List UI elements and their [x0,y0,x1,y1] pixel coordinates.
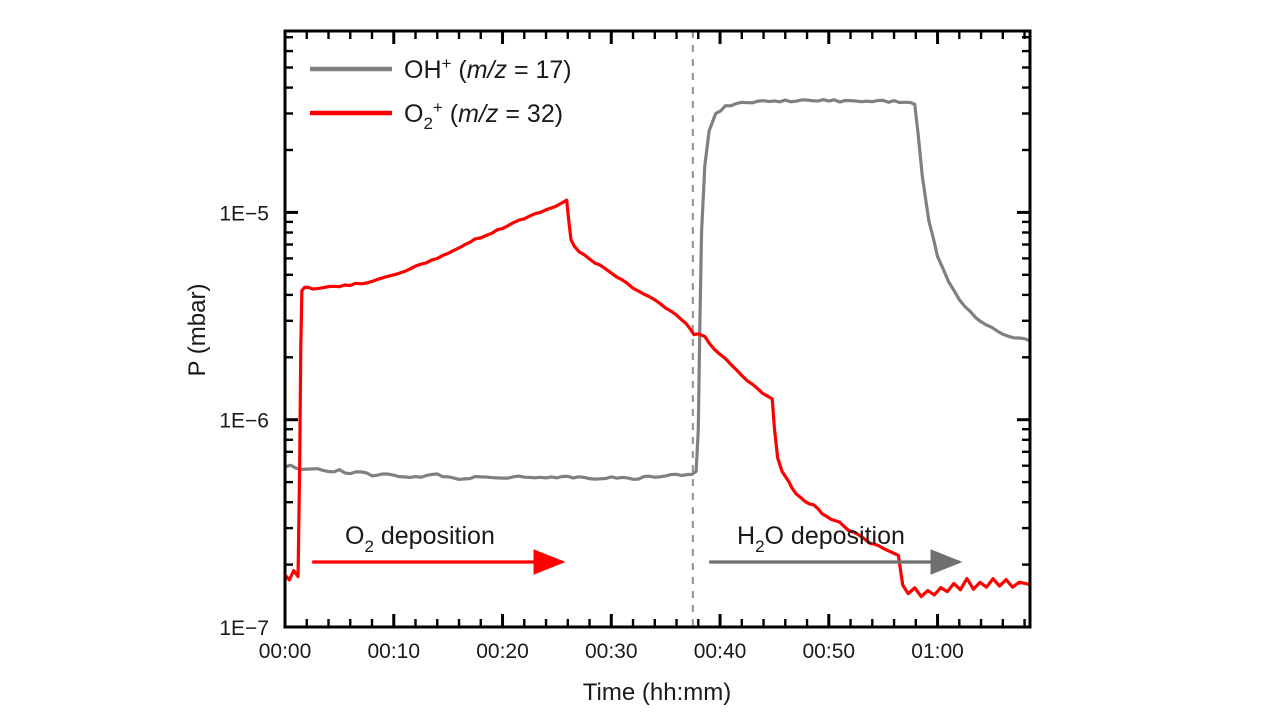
legend-mzval-o2: = 32) [498,100,563,128]
y-tick-label: 1E−7 [219,617,269,640]
y-tick-labels: 1E−5 1E−6 1E−7 [219,202,269,640]
legend-charge-oh: + [442,54,452,73]
annot-o2-word: deposition [374,522,495,550]
x-tick-labels: 00:00 00:10 00:20 00:30 00:40 00:50 01:00 [259,640,964,663]
x-tick-label: 00:00 [259,640,312,663]
x-tick-label: 00:20 [476,640,529,663]
x-tick-label: 01:00 [911,640,964,663]
annotation-o2-deposition: O2 deposition [312,522,566,575]
x-tick-label: 00:40 [694,640,747,663]
legend-mz-oh: m/z [467,56,508,84]
legend: OH+ (m/z = 17) O2+ (m/z = 32) [310,54,572,133]
legend-subscript-o2: 2 [423,114,432,133]
annot-o2-species: O [345,522,364,550]
y-axis-title: P (mbar) [184,284,211,377]
legend-species-o2: O [404,100,423,128]
legend-mzval-oh: = 17) [507,56,572,84]
x-tick-label: 00:30 [585,640,638,663]
x-tick-label: 00:50 [803,640,856,663]
data-traces [285,98,1030,599]
x-axis-title: Time (hh:mm) [583,679,731,706]
annot-h2o-h: H [737,522,755,550]
x-tick-label: 00:10 [367,640,420,663]
plot-frame [283,29,1032,629]
y-tick-label: 1E−6 [219,410,269,433]
legend-charge-o2: + [433,98,443,117]
legend-label-oh-plus: OH+ (m/z = 17) [404,54,572,84]
annotation-h2o-deposition: H2O deposition [709,522,963,575]
trace-oh-plus [285,98,1030,482]
legend-mz-o2: m/z [458,100,499,128]
annot-h2o-subscript: 2 [755,537,764,556]
annotation-o2-label: O2 deposition [345,522,495,556]
annotation-h2o-label: H2O deposition [737,522,905,556]
annot-o2-subscript: 2 [364,537,373,556]
y-tick-label: 1E−5 [219,202,269,225]
legend-paren-open-o2: ( [443,100,459,128]
legend-species-oh: OH [404,56,442,84]
legend-paren-open-oh: ( [451,56,467,84]
trace-o2-plus [285,198,1030,599]
legend-label-o2-plus: O2+ (m/z = 32) [404,98,563,133]
annot-h2o-word: O deposition [765,522,905,550]
